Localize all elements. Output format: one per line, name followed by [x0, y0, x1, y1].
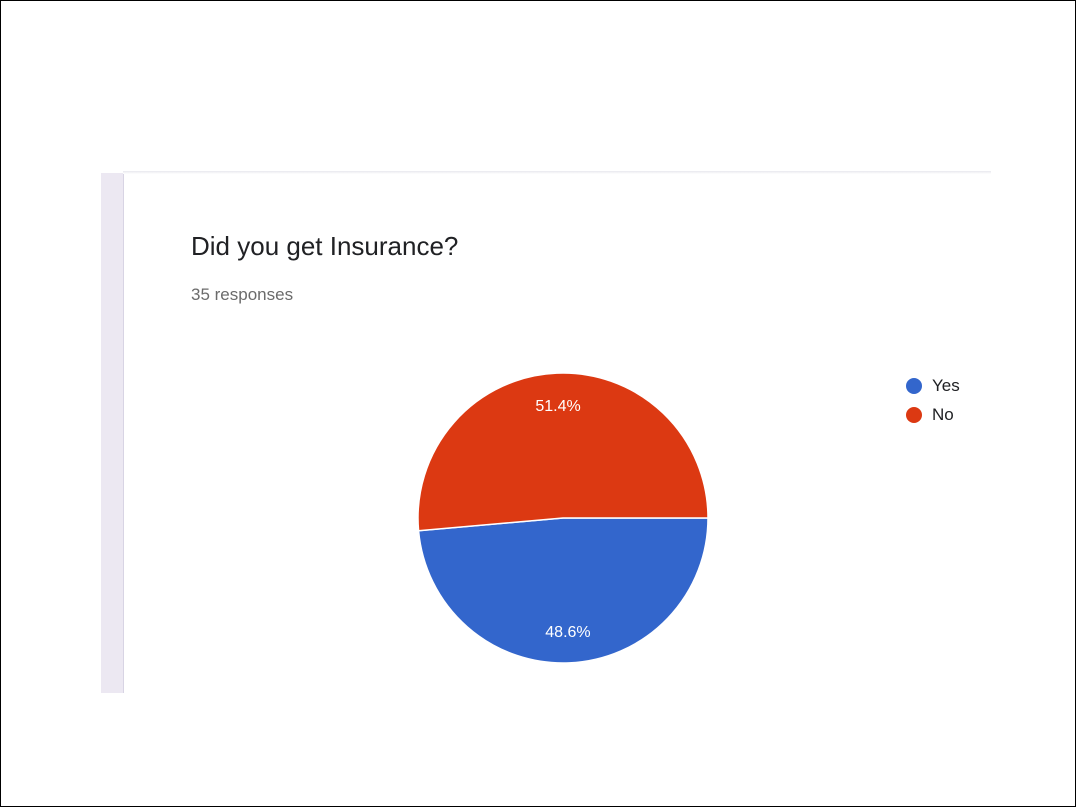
response-count: 35 responses: [191, 285, 294, 304]
card-top-edge: [123, 171, 991, 174]
slice-label-no: 51.4%: [535, 398, 580, 415]
card-accent-bar: [101, 173, 124, 693]
legend-label-yes: Yes: [932, 375, 960, 395]
pie-slice-no[interactable]: [417, 372, 709, 532]
legend-swatch-yes: [906, 377, 922, 394]
legend-item-no[interactable]: No: [906, 400, 960, 429]
chart-legend: Yes No: [906, 371, 960, 429]
legend-swatch-no: [906, 406, 922, 423]
pie-slice-yes[interactable]: [417, 517, 709, 664]
chart-title: Did you get Insurance?: [191, 231, 459, 261]
slice-label-yes: 48.6%: [545, 624, 590, 641]
legend-label-no: No: [932, 404, 954, 424]
legend-item-yes[interactable]: Yes: [906, 371, 960, 400]
